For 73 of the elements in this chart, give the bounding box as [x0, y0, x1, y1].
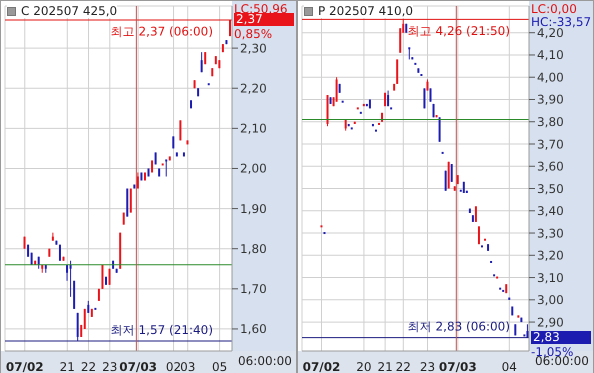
candlestick: [80, 324, 82, 338]
candlestick: [151, 160, 154, 173]
candlestick: [84, 308, 86, 330]
candlestick: [24, 236, 26, 250]
x-tick-label: 21: [60, 360, 75, 373]
candlestick: [154, 152, 157, 165]
candlestick: [122, 212, 125, 226]
candlestick: [408, 47, 410, 60]
candlestick: [200, 52, 203, 73]
candlestick: [179, 120, 182, 141]
y-tick-label: 3,90: [537, 92, 564, 107]
candlestick: [387, 90, 390, 107]
chart-title: P 202507 410,0: [318, 4, 414, 18]
candlestick: [87, 300, 90, 314]
x-tick-label: 05: [212, 360, 228, 373]
text: -1,05%: [531, 344, 574, 359]
x-tick-label: 04: [502, 360, 517, 373]
text: 06:00:00: [238, 354, 292, 368]
y-tick-label: 2,00: [240, 162, 267, 176]
y-tick-label: 2,30: [240, 41, 267, 56]
y-tick-label: 1,90: [240, 202, 267, 216]
y-tick-label: 3,80: [537, 115, 564, 129]
y-tick-label: 3,30: [537, 226, 564, 240]
candlestick: [336, 76, 338, 102]
x-tick-label: 22: [80, 360, 96, 373]
y-tick-label: 1,70: [240, 282, 267, 296]
candlestick: [58, 244, 61, 262]
x-tick-label: 07/03: [438, 360, 477, 373]
y-tick-label: 4,00: [537, 70, 564, 84]
x-tick-label: 07/03: [119, 360, 158, 373]
y-tick-label: 3,70: [537, 137, 564, 152]
candlestick: [444, 170, 447, 192]
candlestick: [474, 206, 477, 222]
y-tick-label: 2,90: [537, 315, 564, 330]
candlestick: [450, 164, 453, 182]
candlestick: [98, 288, 100, 302]
text: LC:0,00: [531, 2, 577, 16]
x-tick-label: 20: [356, 360, 372, 373]
ref-line-label: 최고 2,37 (06:00): [110, 24, 213, 39]
y-tick-label: 4,10: [537, 48, 564, 62]
candlestick: [432, 103, 435, 118]
candlestick: [66, 264, 68, 282]
x-tick-label: 02: [166, 360, 182, 373]
text: 2,83: [531, 330, 591, 344]
text: 2,37: [234, 12, 294, 26]
candlestick: [526, 324, 528, 338]
y-tick-label: 2,20: [240, 82, 267, 96]
x-tick-label: 23: [102, 360, 118, 373]
candlestick: [136, 172, 139, 190]
ref-line-label: 최저 1,57 (21:40): [110, 322, 213, 337]
y-tick-label: 3,40: [537, 204, 564, 218]
y-tick-label: 3,00: [537, 293, 564, 308]
y-tick-label: 3,60: [537, 160, 564, 174]
x-tick-label: 21: [377, 360, 393, 373]
candlestick: [38, 256, 40, 270]
x-tick-label: 07/02: [302, 360, 340, 373]
candlestick: [172, 136, 174, 149]
y-tick-label: 1,80: [240, 242, 267, 256]
candlestick: [423, 88, 426, 109]
y-tick-label: 3,50: [537, 182, 564, 196]
chart-title: C 202507 425,0: [21, 4, 118, 18]
x-tick-label: 23: [420, 360, 436, 373]
candlestick: [165, 159, 168, 177]
x-tick-label: 03: [180, 360, 196, 373]
candlestick: [108, 268, 111, 286]
x-tick-label: 22: [396, 360, 411, 373]
x-tick-label: 07/02: [6, 360, 44, 373]
y-tick-label: 2,10: [240, 122, 267, 136]
text: 0,85%: [234, 27, 272, 42]
y-tick-label: 1,60: [240, 322, 267, 336]
y-tick-label: 3,20: [537, 248, 564, 263]
candlestick: [204, 52, 206, 65]
y-tick-label: 3,10: [537, 270, 564, 285]
